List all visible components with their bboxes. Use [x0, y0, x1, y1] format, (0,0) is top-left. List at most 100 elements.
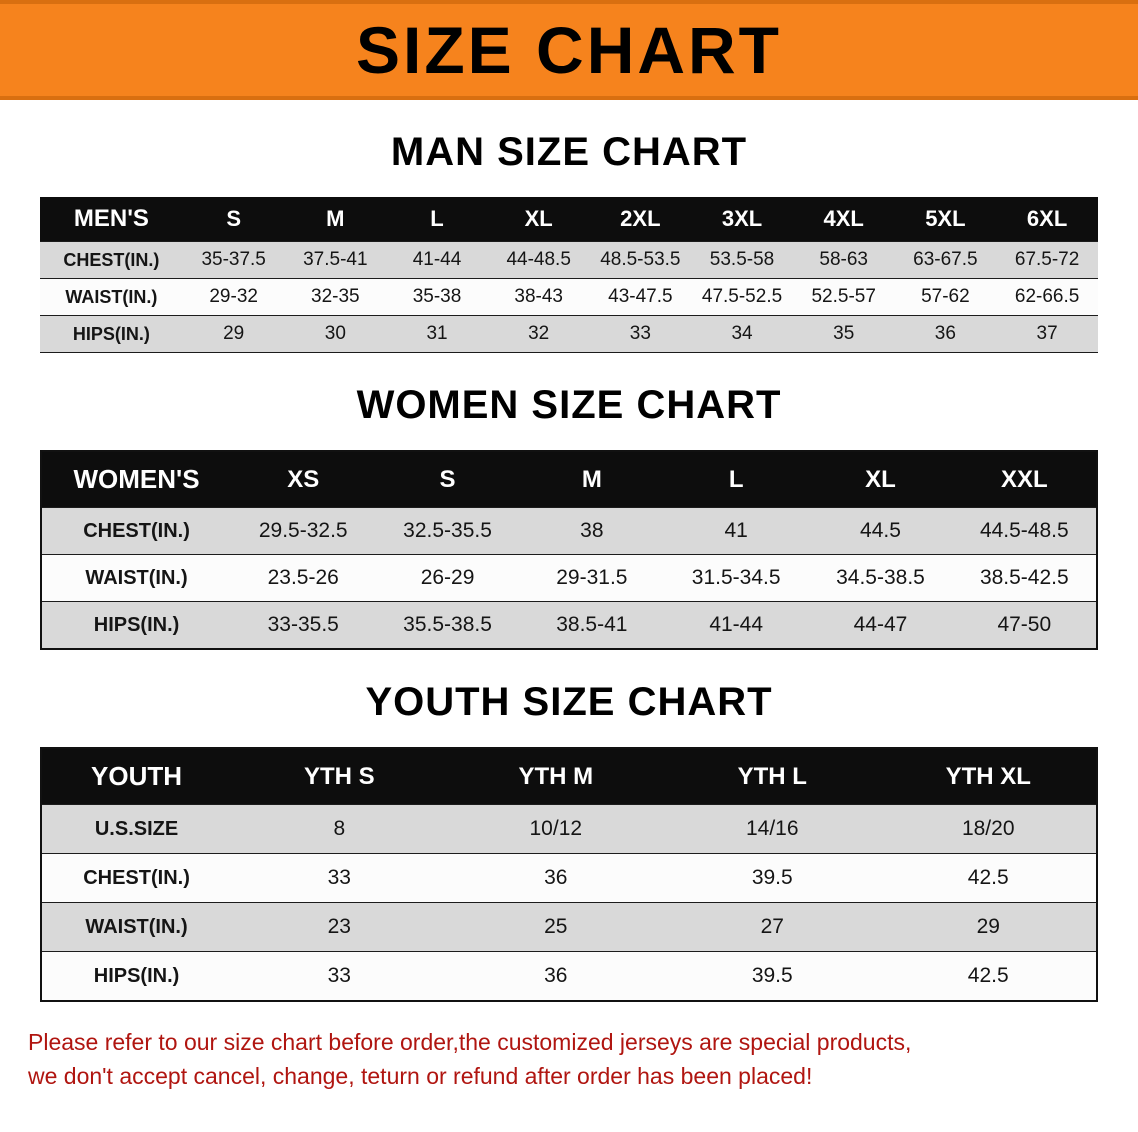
column-header: 6XL	[996, 197, 1098, 242]
table-header-row: WOMEN'S XS S M L XL XXL	[41, 451, 1097, 508]
cell-value: 29-31.5	[556, 566, 628, 589]
cell-value: 35.5-38.5	[403, 613, 492, 636]
cell-value: 29	[223, 323, 245, 344]
cell-value: 36	[544, 866, 568, 889]
cell-value: 39.5	[751, 964, 793, 987]
cell-value: 10/12	[529, 817, 583, 840]
column-header: M	[519, 451, 665, 508]
table-row: CHEST(IN.) 35-37.5 37.5-41 41-44 44-48.5 48.5…	[40, 241, 1098, 279]
column-header: 5XL	[894, 197, 997, 242]
page-title: SIZE CHART	[356, 13, 782, 87]
table-corner-label: WOMEN'S	[41, 451, 232, 508]
cell-value: 42.5	[967, 866, 1009, 889]
cell-value: 58-63	[819, 249, 868, 270]
cell-value: 44.5-48.5	[979, 519, 1069, 542]
cell-value: 33-35.5	[267, 613, 339, 636]
cell-value: 8	[333, 817, 346, 840]
cell-value: 38.5-42.5	[979, 566, 1069, 589]
women-size-heading: WOMEN SIZE CHART	[356, 383, 782, 427]
table-row: U.S.SIZE 8 10/12 14/16 18/20	[41, 804, 1097, 854]
cell-value: 41-44	[412, 249, 462, 270]
cell-value: 29-32	[209, 286, 258, 307]
cell-value: 23	[327, 915, 351, 938]
cell-value: 37.5-41	[303, 249, 368, 270]
table-row: HIPS(IN.) 33-35.5 35.5-38.5 38.5-41 41-44 44-…	[41, 601, 1097, 649]
cell-value: 32	[528, 323, 550, 344]
cell-value: 44-47	[853, 613, 908, 636]
youth-size-heading: YOUTH SIZE CHART	[365, 680, 773, 724]
cell-value: 41-44	[709, 613, 764, 636]
cell-value: 30	[324, 323, 346, 344]
cell-value: 34.5-38.5	[836, 566, 925, 589]
column-header: 4XL	[792, 197, 895, 242]
cell-value: 33	[327, 866, 351, 889]
column-header: YTH L	[664, 748, 881, 805]
column-header: XL	[487, 197, 590, 242]
disclaimer-line-1: Please refer to our size chart before or…	[28, 1029, 912, 1055]
column-header: YTH S	[231, 748, 448, 805]
cell-value: 44.5	[860, 519, 901, 542]
table-header-row: YOUTH YTH S YTH M YTH L YTH XL	[41, 748, 1097, 805]
cell-value: 42.5	[967, 964, 1009, 987]
cell-value: 35	[833, 323, 855, 344]
cell-value: 44-48.5	[506, 249, 571, 270]
row-label: CHEST(IN.)	[83, 866, 190, 889]
cell-value: 35-38	[412, 286, 462, 307]
table-row: HIPS(IN.) 29 30 31 32 33 34 35 36 37	[40, 315, 1098, 353]
row-label: CHEST(IN.)	[63, 249, 160, 270]
row-label: WAIST(IN.)	[85, 566, 188, 589]
table-corner-label: YOUTH	[41, 748, 232, 805]
youth-size-table-wrap: YOUTH YTH S YTH M YTH L YTH XL U.S.SIZE 8 10/12…	[40, 747, 1098, 1002]
cell-value: 47-50	[997, 613, 1052, 636]
women-size-section: WOMEN SIZE CHART WOMEN'S XS S M L XL XXL CHEST(…	[0, 383, 1138, 650]
table-header-row: MEN'S S M L XL 2XL 3XL 4XL 5XL 6XL	[40, 197, 1098, 242]
table-row: WAIST(IN.) 23.5-26 26-29 29-31.5 31.5-34.5 34…	[41, 554, 1097, 602]
cell-value: 62-66.5	[1014, 286, 1080, 307]
cell-value: 23.5-26	[267, 566, 339, 589]
column-header: 2XL	[589, 197, 692, 242]
column-header: YTH M	[447, 748, 665, 805]
column-header: S	[375, 451, 520, 508]
table-corner-label: MEN'S	[40, 197, 183, 242]
disclaimer-line-2: we don't accept cancel, change, teturn o…	[28, 1062, 813, 1089]
cell-value: 32-35	[311, 286, 360, 307]
column-header: XL	[808, 451, 953, 508]
cell-value: 41	[724, 519, 748, 542]
cell-value: 47.5-52.5	[701, 286, 783, 307]
row-label: HIPS(IN.)	[72, 323, 150, 344]
cell-value: 38-43	[514, 286, 563, 307]
cell-value: 29.5-32.5	[258, 519, 348, 542]
row-label: HIPS(IN.)	[93, 964, 180, 987]
men-size-table: MEN'S S M L XL 2XL 3XL 4XL 5XL 6XL CHEST(IN.) 35-37…	[40, 197, 1098, 353]
women-size-table: WOMEN'S XS S M L XL XXL CHEST(IN.) 29.5-32.5 32.5…	[40, 450, 1098, 650]
cell-value: 39.5	[751, 866, 793, 889]
men-size-heading: MAN SIZE CHART	[390, 130, 748, 174]
row-label: WAIST(IN.)	[65, 286, 158, 307]
cell-value: 52.5-57	[811, 286, 876, 307]
row-label: HIPS(IN.)	[93, 613, 180, 636]
cell-value: 57-62	[921, 286, 970, 307]
cell-value: 67.5-72	[1014, 249, 1080, 270]
cell-value: 26-29	[420, 566, 475, 589]
table-row: WAIST(IN.) 23 25 27 29	[41, 902, 1097, 952]
table-row: HIPS(IN.) 33 36 39.5 42.5	[41, 951, 1097, 1001]
cell-value: 31.5-34.5	[691, 566, 781, 589]
cell-value: 43-47.5	[608, 286, 673, 307]
cell-value: 35-37.5	[201, 249, 266, 270]
cell-value: 38	[580, 519, 604, 542]
banner: SIZE CHART	[0, 0, 1138, 100]
cell-value: 25	[544, 915, 568, 938]
cell-value: 63-67.5	[913, 249, 978, 270]
cell-value: 32.5-35.5	[403, 519, 492, 542]
cell-value: 36	[544, 964, 568, 987]
youth-size-section: YOUTH SIZE CHART YOUTH YTH S YTH M YTH L YTH…	[0, 680, 1138, 1002]
cell-value: 29	[976, 915, 1000, 938]
column-header: L	[664, 451, 809, 508]
cell-value: 33	[629, 323, 651, 344]
men-size-section: MAN SIZE CHART MEN'S S M L XL 2XL 3XL 4XL 5XL 6XL…	[0, 130, 1138, 353]
table-row: WAIST(IN.) 29-32 32-35 35-38 38-43 43-47.5 47.…	[40, 278, 1098, 316]
column-header: XS	[231, 451, 376, 508]
cell-value: 37	[1036, 323, 1058, 344]
column-header: 3XL	[691, 197, 793, 242]
row-label: WAIST(IN.)	[85, 915, 188, 938]
